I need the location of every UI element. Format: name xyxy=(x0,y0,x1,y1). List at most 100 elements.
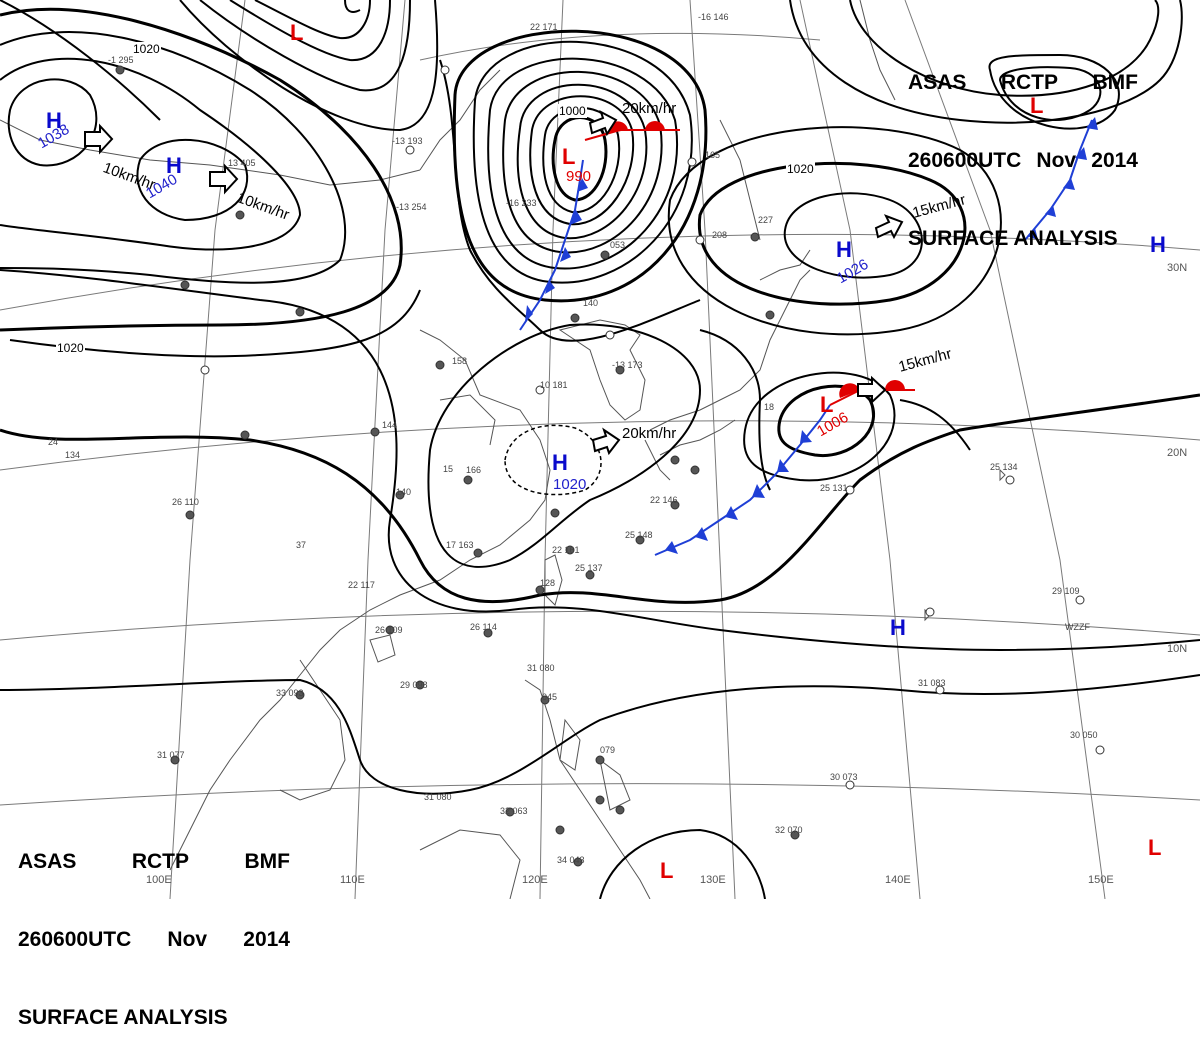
cold-front-2 xyxy=(654,404,831,556)
title-station-code: ASAS xyxy=(18,850,77,873)
station-data: -16 233 xyxy=(506,198,537,208)
station-data: 26 109 xyxy=(375,625,403,635)
station-data: 140 xyxy=(583,298,599,308)
high-center-symbol: H xyxy=(166,153,182,178)
station-data: 37 xyxy=(296,540,307,550)
station-data: 144 xyxy=(382,420,398,430)
title-station-code: RCTP xyxy=(1000,71,1059,94)
latitude-label: 30N xyxy=(1167,262,1188,274)
station-data: WZZF xyxy=(1065,622,1090,632)
cold-front-3 xyxy=(1024,117,1098,241)
isobar-label: 1020 xyxy=(132,42,161,56)
station-data: 25 137 xyxy=(575,563,603,573)
station-data: 045 xyxy=(542,692,558,702)
motion-arrow xyxy=(209,163,239,195)
station-data: -13 254 xyxy=(396,202,427,212)
station-data: 26 110 xyxy=(172,497,199,507)
station-data: 32 070 xyxy=(775,825,803,835)
longitude-label: 140E xyxy=(885,874,911,886)
low-center-symbol: L xyxy=(562,144,576,169)
station-data: 22 161 xyxy=(552,545,580,555)
low-center-symbol: L xyxy=(290,20,304,45)
isobar-label: 1020 xyxy=(56,341,85,355)
isobar-label: 1000 xyxy=(558,104,587,118)
station-data: 13 405 xyxy=(228,158,256,168)
motion-arrow xyxy=(857,375,887,405)
station-plots xyxy=(115,65,1105,867)
station-data: 25 134 xyxy=(990,462,1018,472)
motion-arrow xyxy=(874,214,904,240)
title-station-code: BMF xyxy=(244,850,291,873)
isobar-label: 1020 xyxy=(786,162,815,176)
station-data: 31 077 xyxy=(157,750,185,760)
title-station-code: ASAS xyxy=(908,71,967,94)
cold-front-1 xyxy=(519,159,588,331)
title-month: Nov xyxy=(1036,149,1077,172)
high-center-symbol: H xyxy=(552,450,568,475)
station-data: 31 080 xyxy=(424,792,452,802)
high-center-symbol: H xyxy=(836,237,852,262)
station-data: 18 xyxy=(764,402,775,412)
station-data: 24 xyxy=(48,437,59,447)
longitude-label: 120E xyxy=(522,874,548,886)
station-data: 166 xyxy=(466,465,482,475)
motion-arrow xyxy=(84,123,114,155)
title-year: 2014 xyxy=(243,928,290,951)
longitude-label: 110E xyxy=(340,874,365,886)
latitude-label: 10N xyxy=(1167,643,1188,655)
motion-arrows xyxy=(84,109,904,456)
motion-arrow xyxy=(591,427,621,456)
station-data: -13 193 xyxy=(392,136,423,146)
station-data: 30 073 xyxy=(830,772,858,782)
station-data: 34 043 xyxy=(557,855,585,865)
station-data: 22 146 xyxy=(650,495,678,505)
station-data: 140 xyxy=(396,487,412,497)
station-data: 30 050 xyxy=(1070,730,1098,740)
latitude-label: 20N xyxy=(1167,447,1188,459)
station-data: 26 114 xyxy=(470,622,497,632)
low-center-symbol: L xyxy=(660,858,674,883)
longitude-label: 100E xyxy=(146,874,172,886)
station-data: 208 xyxy=(712,230,728,240)
title-year: 2014 xyxy=(1091,149,1138,172)
station-data: 227 xyxy=(758,215,774,225)
high-center-symbol: H xyxy=(46,108,62,133)
low-center-symbol: L xyxy=(1030,93,1044,118)
title-block-top-right: ASAS RCTP BMF 260600UTC Nov 2014 SURFACE ANA… xyxy=(908,18,1138,278)
station-data: 15 xyxy=(443,464,454,474)
station-data: 22 171 xyxy=(530,22,558,32)
station-data: -1 295 xyxy=(108,55,134,65)
station-data: 22 117 xyxy=(348,580,375,590)
title-station-code: BMF xyxy=(1092,71,1139,94)
title-station-code: RCTP xyxy=(131,850,190,873)
title-block-bottom-left: ASAS RCTP BMF 260600UTC Nov 2014 SURFACE ANA… xyxy=(18,797,290,1057)
station-data: 29 098 xyxy=(400,680,428,690)
station-data: 17 163 xyxy=(446,540,474,550)
longitude-label: 150E xyxy=(1088,874,1114,886)
station-data: 165 xyxy=(705,150,721,160)
title-datetime: 260600UTC xyxy=(908,149,1022,172)
title-chart-type: SURFACE ANALYSIS xyxy=(18,1006,228,1029)
longitude-label: 130E xyxy=(700,874,726,886)
motion-arrow xyxy=(588,109,618,137)
low-center-symbol: L xyxy=(1148,835,1162,860)
high-center-symbol: H xyxy=(1150,232,1166,257)
station-data: -16 146 xyxy=(698,12,729,22)
station-data: 128 xyxy=(540,578,556,588)
high-center-symbol: H xyxy=(890,615,906,640)
station-data: 32 063 xyxy=(500,806,528,816)
station-data: 10 181 xyxy=(540,380,568,390)
station-data: 31 083 xyxy=(918,678,946,688)
motion-speed-label: 20km/hr xyxy=(622,425,677,442)
station-data: 31 080 xyxy=(527,663,555,673)
station-data: -13 173 xyxy=(612,360,643,370)
title-month: Nov xyxy=(167,928,208,951)
station-data: 25 148 xyxy=(625,530,653,540)
title-datetime: 260600UTC xyxy=(18,928,132,951)
surface-analysis-map xyxy=(0,0,1200,899)
low-pressure-value: 990 xyxy=(566,168,592,185)
station-data: 134 xyxy=(65,450,81,460)
motion-speed-label: 20km/hr xyxy=(622,100,677,117)
title-chart-type: SURFACE ANALYSIS xyxy=(908,227,1118,250)
station-data: 29 109 xyxy=(1052,586,1080,596)
